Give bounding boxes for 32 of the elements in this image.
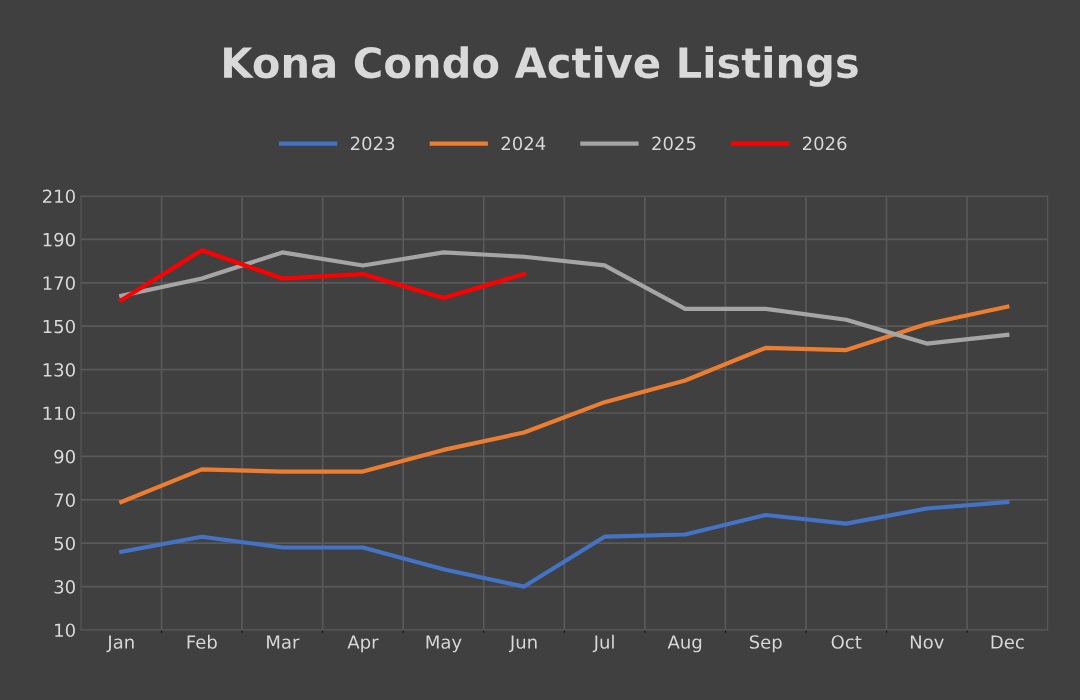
y-tick-label: 210 bbox=[43, 189, 75, 204]
chart-title: Kona Condo Active Listings bbox=[224, 46, 858, 87]
x-tick-label: Aug bbox=[667, 635, 702, 653]
line-series bbox=[119, 248, 527, 303]
y-tick-label: 150 bbox=[43, 319, 75, 334]
x-tick-label: Nov bbox=[910, 635, 944, 649]
y-tick-label: 30 bbox=[54, 580, 75, 594]
legend-label: 2026 bbox=[802, 136, 847, 151]
x-tick-label: Sep bbox=[749, 635, 782, 653]
y-tick-label: 70 bbox=[54, 493, 75, 507]
line-series bbox=[119, 304, 1010, 505]
x-tick-label: Feb bbox=[187, 634, 217, 649]
y-tick-label: 190 bbox=[43, 232, 75, 247]
legend-label: 2025 bbox=[652, 136, 696, 151]
y-tick-label: 130 bbox=[43, 363, 75, 377]
y-tick-label: 10 bbox=[55, 623, 75, 638]
x-tick-label: Oct bbox=[831, 635, 862, 649]
y-tick-label: 50 bbox=[54, 536, 75, 551]
y-tick-label: 110 bbox=[43, 406, 75, 421]
x-tick-label: Jul bbox=[592, 634, 614, 653]
x-tick-label: Mar bbox=[267, 635, 300, 649]
x-tick-label: Dec bbox=[991, 635, 1024, 649]
y-tick-label: 90 bbox=[54, 449, 75, 464]
x-tick-label: Jan bbox=[106, 635, 134, 653]
legend-label: 2024 bbox=[501, 136, 546, 151]
x-tick-label: Jun bbox=[508, 635, 537, 653]
x-tick-label: Apr bbox=[347, 635, 379, 653]
x-tick-label: May bbox=[426, 635, 462, 653]
y-tick-label: 170 bbox=[43, 276, 75, 290]
line-series bbox=[119, 250, 1010, 346]
legend-label: 2023 bbox=[350, 136, 395, 151]
line-series bbox=[119, 499, 1010, 589]
